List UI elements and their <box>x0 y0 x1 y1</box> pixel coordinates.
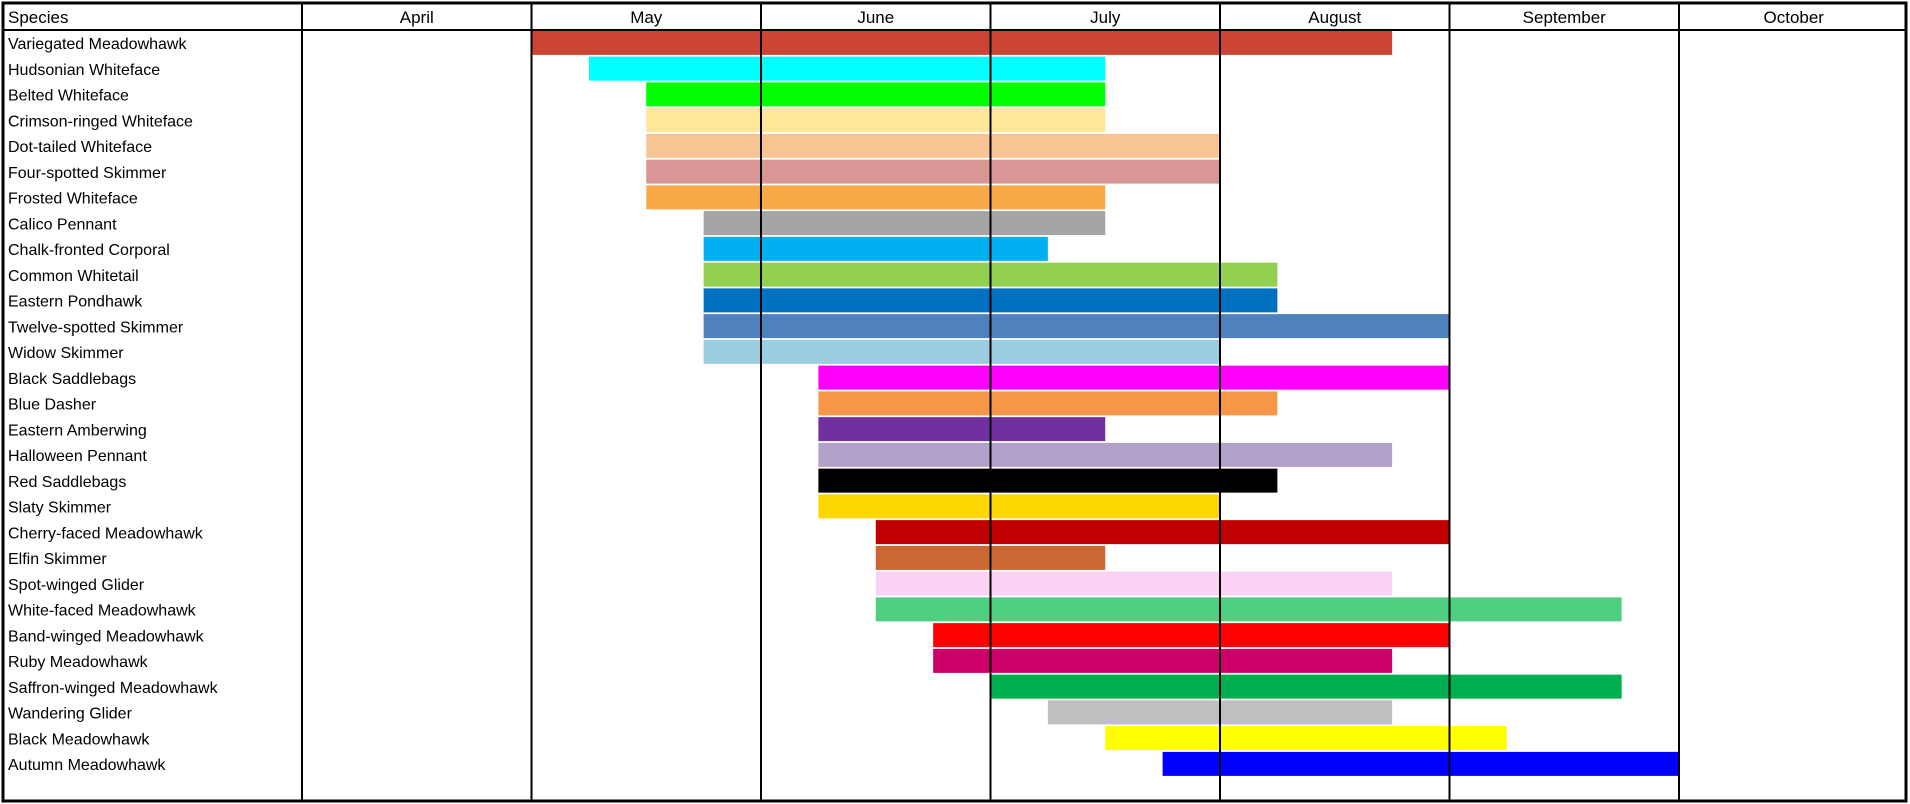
species-label-4: Crimson-ringed Whiteface <box>8 113 193 130</box>
species-label-26: Saffron-winged Meadowhawk <box>8 680 219 697</box>
flight-period-bar-12 <box>703 314 1450 339</box>
month-header-april: April <box>400 8 434 27</box>
species-label-20: Cherry-faced Meadowhawk <box>8 525 204 542</box>
species-label-3: Belted Whiteface <box>8 88 129 105</box>
flight-period-bar-5 <box>646 133 1220 158</box>
month-header-may: May <box>630 8 663 27</box>
species-label-10: Common Whitetail <box>8 268 139 285</box>
flight-period-bar-15 <box>818 391 1278 416</box>
flight-period-bar-3 <box>646 82 1106 107</box>
flight-period-bar-2 <box>588 56 1106 81</box>
month-header-july: July <box>1090 8 1121 27</box>
flight-period-bar-4 <box>646 108 1106 133</box>
flight-period-bar-13 <box>703 339 1220 364</box>
flight-period-bar-17 <box>818 442 1393 467</box>
species-label-13: Widow Skimmer <box>8 345 124 362</box>
species-label-8: Calico Pennant <box>8 216 117 233</box>
flight-period-bar-18 <box>818 468 1278 493</box>
month-header-october: October <box>1764 8 1825 27</box>
month-header-june: June <box>857 8 894 27</box>
flight-period-bar-26 <box>990 674 1622 699</box>
flight-period-bar-25 <box>933 648 1393 673</box>
month-header-september: September <box>1523 8 1606 27</box>
flight-period-bar-23 <box>875 597 1622 622</box>
species-label-24: Band-winged Meadowhawk <box>8 628 205 645</box>
flight-period-bar-22 <box>875 571 1393 596</box>
species-label-18: Red Saddlebags <box>8 474 126 491</box>
flight-period-bar-14 <box>818 365 1450 390</box>
species-label-7: Frosted Whiteface <box>8 191 138 208</box>
flight-period-bar-7 <box>646 185 1106 210</box>
species-label-1: Variegated Meadowhawk <box>8 36 187 53</box>
flight-period-bar-28 <box>1105 726 1507 751</box>
species-label-9: Chalk-fronted Corporal <box>8 242 170 259</box>
species-label-6: Four-spotted Skimmer <box>8 165 167 182</box>
flight-period-bar-9 <box>703 236 1048 261</box>
species-label-23: White-faced Meadowhawk <box>8 603 197 620</box>
species-label-25: Ruby Meadowhawk <box>8 654 149 671</box>
species-label-2: Hudsonian Whiteface <box>8 62 160 79</box>
flight-period-bar-8 <box>703 211 1106 236</box>
species-label-17: Halloween Pennant <box>8 448 147 465</box>
flight-period-bar-24 <box>933 623 1450 648</box>
flight-period-bar-29 <box>1162 751 1679 776</box>
species-label-27: Wandering Glider <box>8 706 133 723</box>
species-label-22: Spot-winged Glider <box>8 577 145 594</box>
flight-period-bar-6 <box>646 159 1220 184</box>
flight-period-bar-19 <box>818 494 1220 519</box>
species-label-15: Blue Dasher <box>8 397 97 414</box>
species-label-5: Dot-tailed Whiteface <box>8 139 152 156</box>
species-label-12: Twelve-spotted Skimmer <box>8 319 184 336</box>
flight-period-bar-16 <box>818 417 1106 442</box>
species-label-21: Elfin Skimmer <box>8 551 107 568</box>
species-label-11: Eastern Pondhawk <box>8 294 143 311</box>
species-label-28: Black Meadowhawk <box>8 731 150 748</box>
month-header-august: August <box>1308 8 1361 27</box>
species-label-19: Slaty Skimmer <box>8 500 112 517</box>
species-label-16: Eastern Amberwing <box>8 422 147 439</box>
flight-period-bar-1 <box>531 30 1393 55</box>
flight-period-bar-20 <box>875 520 1450 545</box>
species-column-header: Species <box>8 8 68 27</box>
species-label-29: Autumn Meadowhawk <box>8 757 166 774</box>
species-label-14: Black Saddlebags <box>8 371 136 388</box>
